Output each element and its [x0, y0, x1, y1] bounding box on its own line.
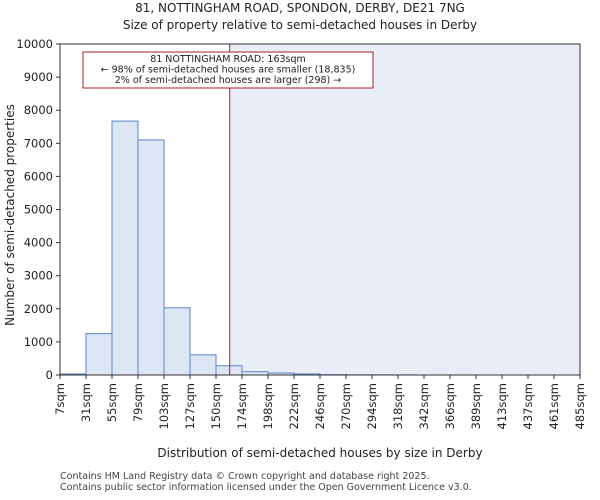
x-tick-label: 127sqm [183, 383, 197, 429]
bar-103sqm [163, 307, 191, 376]
x-tick-label: 246sqm [313, 383, 327, 429]
x-tick-label: 7sqm [53, 383, 67, 415]
x-tick-label: 437sqm [521, 383, 535, 429]
x-tick-label: 366sqm [443, 383, 457, 429]
x-tick-label: 150sqm [209, 383, 223, 429]
x-tick-label: 31sqm [79, 383, 93, 422]
annotation-line-2: ← 98% of semi-detached houses are smalle… [101, 65, 356, 76]
y-tick-label: 0 [46, 368, 53, 382]
x-tick-label: 413sqm [495, 383, 509, 429]
x-tick-label: 222sqm [287, 383, 301, 429]
annotation-line-1: 81 NOTTINGHAM ROAD: 163sqm [150, 54, 306, 65]
x-tick-label: 79sqm [131, 383, 145, 422]
annotation-box [82, 51, 374, 89]
x-tick-label: 174sqm [235, 383, 249, 429]
x-tick-label: 389sqm [469, 383, 483, 429]
bar-150sqm [215, 365, 243, 376]
y-tick-label: 5000 [24, 203, 53, 217]
y-tick-label: 4000 [24, 236, 53, 250]
x-tick-label: 461sqm [547, 383, 561, 429]
y-tick-label: 1000 [24, 335, 53, 349]
x-tick-label: 318sqm [391, 383, 405, 429]
bar-79sqm [137, 139, 165, 376]
x-tick-label: 485sqm [573, 383, 587, 429]
x-tick-label: 270sqm [339, 383, 353, 429]
y-tick-label: 6000 [24, 169, 53, 183]
y-tick-label: 2000 [24, 302, 53, 316]
x-tick-label: 198sqm [261, 383, 275, 429]
x-tick-label: 55sqm [105, 383, 119, 422]
bar-31sqm [85, 333, 113, 376]
chart-subtitle: Size of property relative to semi-detach… [122, 18, 478, 32]
y-tick-label: 7000 [24, 136, 53, 150]
y-axis-label: Number of semi-detached properties [3, 104, 17, 326]
y-tick-label: 10000 [16, 37, 53, 51]
y-tick-label: 3000 [24, 269, 53, 283]
bar-55sqm [111, 120, 139, 376]
y-tick-label: 9000 [24, 70, 53, 84]
histogram-chart: 0 1000 2000 3000 4000 5000 6000 7000 8000 9000 100… [3, 37, 587, 460]
x-tick-label: 294sqm [365, 383, 379, 429]
bar-127sqm [189, 354, 217, 376]
y-tick-label: 8000 [24, 103, 53, 117]
x-tick-label: 103sqm [157, 383, 171, 429]
footer-line-2: Contains public sector information licen… [60, 482, 472, 493]
larger-region-shade [229, 44, 581, 375]
footer-line-1: Contains HM Land Registry data © Crown c… [60, 471, 430, 482]
x-tick-label: 342sqm [417, 383, 431, 429]
annotation-line-3: 2% of semi-detached houses are larger (2… [115, 75, 342, 86]
x-axis-label: Distribution of semi-detached houses by … [157, 446, 482, 460]
chart-title: 81, NOTTINGHAM ROAD, SPONDON, DERBY, DE2… [135, 1, 465, 15]
